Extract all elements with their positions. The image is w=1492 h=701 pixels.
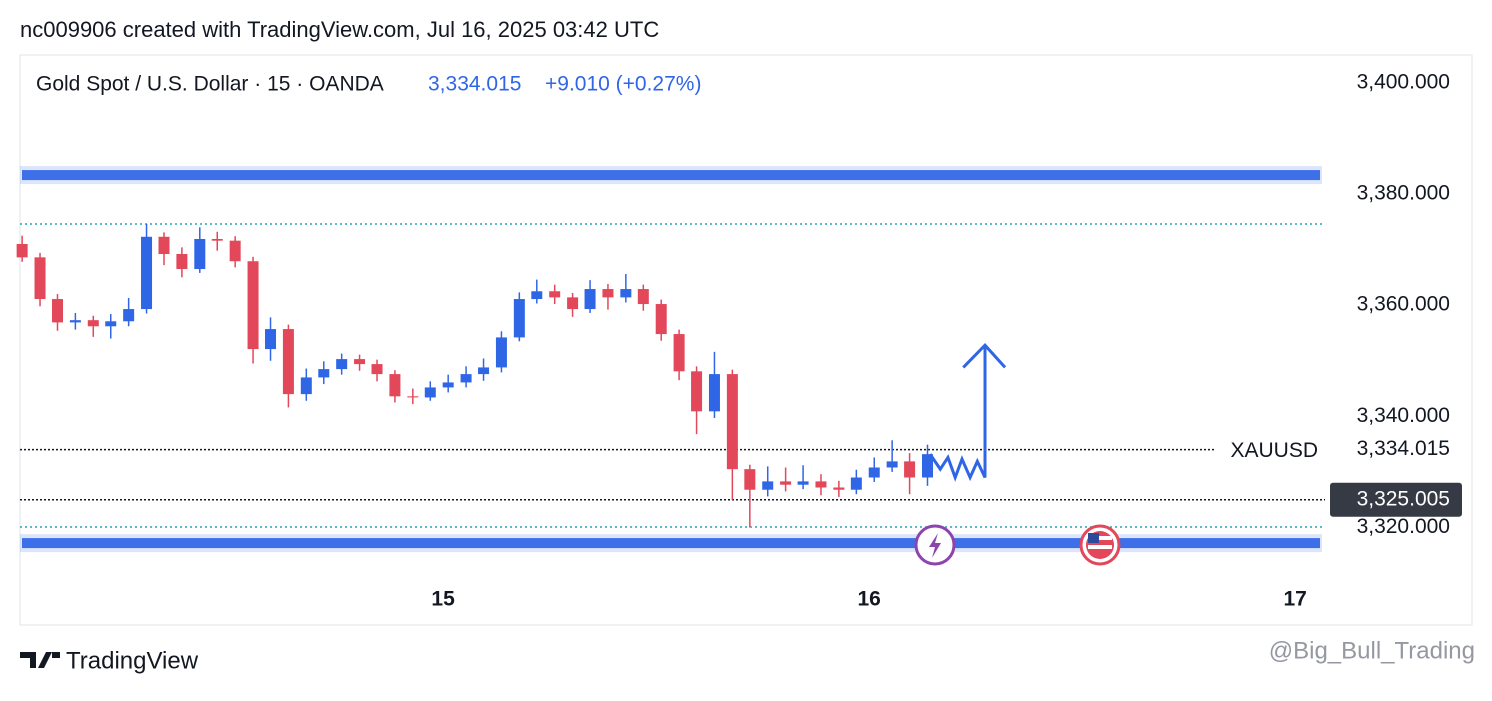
candle-body	[51, 299, 63, 323]
level-band	[22, 538, 1320, 549]
price-label: 3,334.015	[1357, 437, 1450, 460]
candle-body	[708, 374, 720, 412]
y-tick-label: 3,380.000	[1357, 182, 1450, 205]
y-tick-label: 3,400.000	[1357, 70, 1450, 93]
header: nc009906 created with TradingView.com, J…	[20, 17, 659, 42]
candle-body	[904, 461, 916, 478]
candle-body	[158, 236, 170, 255]
candle-body	[282, 329, 294, 395]
watermark: @Big_Bull_Trading	[1269, 637, 1475, 664]
legend-change: +9.010 (+0.27%)	[545, 73, 701, 96]
candle-body	[265, 329, 277, 350]
candle-body	[34, 257, 46, 300]
candle-body	[531, 291, 543, 300]
candle-body	[513, 299, 525, 338]
candle-body	[868, 467, 880, 478]
candle-body	[637, 289, 649, 305]
candle-body	[141, 236, 153, 310]
footer-brand: TradingView	[66, 647, 199, 674]
candle-body	[176, 254, 188, 270]
level-band	[22, 170, 1320, 181]
candle-body	[726, 374, 738, 470]
candle-body	[460, 374, 472, 383]
price-line-name: XAUUSD	[1230, 439, 1318, 462]
candle-body	[549, 291, 561, 298]
candle-body	[442, 382, 454, 388]
candle-body	[123, 309, 135, 322]
x-tick-label: 16	[857, 588, 880, 611]
candle-body	[567, 297, 579, 310]
legend-symbol: Gold Spot / U.S. Dollar · 15 · OANDA	[36, 73, 384, 96]
candle-body	[389, 374, 401, 397]
candle-body	[815, 481, 827, 488]
candle-body	[886, 461, 898, 468]
y-tick-label: 3,320.000	[1357, 515, 1450, 538]
candle-body	[478, 367, 490, 375]
candle-body	[407, 396, 419, 398]
candle-body	[87, 320, 99, 327]
candle-body	[584, 289, 596, 310]
y-tick-label: 3,340.000	[1357, 404, 1450, 427]
candle-body	[424, 387, 436, 398]
projection-path	[928, 345, 987, 482]
candle-body	[318, 369, 330, 378]
plot	[16, 166, 1325, 553]
event-icons	[914, 524, 1121, 566]
candle-body	[833, 487, 845, 490]
candle-body	[336, 359, 348, 370]
x-tick-label: 17	[1283, 588, 1306, 611]
candle-body	[16, 244, 28, 258]
candle-body	[762, 481, 774, 490]
x-tick-label: 15	[431, 588, 455, 611]
candle-body	[354, 359, 366, 365]
tv-logo	[20, 652, 60, 668]
candle-body	[247, 261, 259, 350]
candle-body	[620, 289, 632, 298]
projection-arrowhead	[962, 342, 1007, 369]
price-label: 3,325.005	[1357, 487, 1450, 510]
candle-body	[602, 289, 614, 298]
chart-frame	[19, 54, 1473, 626]
candle-body	[371, 364, 383, 375]
candle-body	[921, 454, 933, 478]
y-tick-label: 3,360.000	[1357, 293, 1450, 316]
candle-body	[744, 469, 756, 490]
candle-body	[229, 240, 241, 262]
candle-body	[655, 304, 667, 335]
candle-body	[69, 320, 81, 323]
candle-body	[495, 337, 507, 368]
candle-body	[691, 371, 703, 412]
candle-body	[300, 377, 312, 395]
price-label-box	[1330, 482, 1462, 517]
candle-body	[673, 334, 685, 372]
candle-body	[797, 481, 809, 485]
legend-price: 3,334.015	[428, 73, 521, 96]
candle-body	[780, 481, 792, 485]
candle-body	[194, 239, 206, 270]
candle-body	[211, 239, 223, 241]
candle-body	[105, 321, 117, 327]
candle-body	[850, 477, 862, 490]
